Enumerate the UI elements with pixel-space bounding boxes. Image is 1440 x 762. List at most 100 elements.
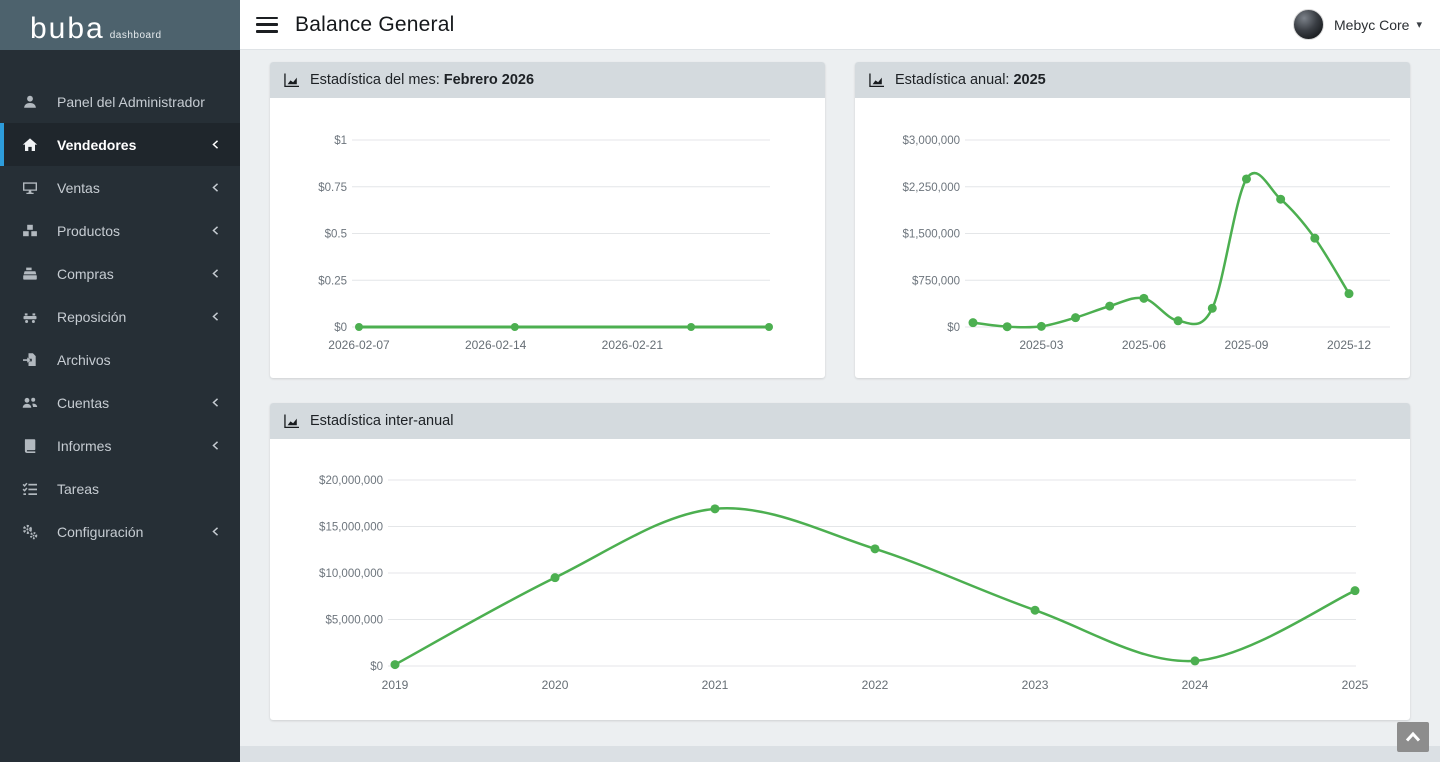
panel-month-header: Estadística del mes: Febrero 2026 bbox=[270, 62, 825, 98]
sidebar-item-compras[interactable]: Compras bbox=[0, 252, 240, 295]
svg-text:2024: 2024 bbox=[1182, 678, 1209, 692]
svg-text:$1: $1 bbox=[334, 135, 347, 147]
panel-title: Estadística anual: bbox=[895, 72, 1010, 88]
svg-text:$0.5: $0.5 bbox=[325, 229, 347, 241]
brand-tagline: dashboard bbox=[109, 30, 162, 41]
panel-title: Estadística del mes: bbox=[310, 72, 440, 88]
sidebar-item-ventas[interactable]: Ventas bbox=[0, 166, 240, 209]
svg-text:2025-12: 2025-12 bbox=[1327, 338, 1371, 352]
sidebar-item-archivos[interactable]: Archivos bbox=[0, 338, 240, 381]
sidebar-item-configuracion[interactable]: Configuración bbox=[0, 510, 240, 553]
svg-text:$15,000,000: $15,000,000 bbox=[319, 522, 383, 534]
cubes-icon bbox=[22, 223, 44, 239]
footer-bar bbox=[240, 746, 1440, 762]
sidebar-item-productos[interactable]: Productos bbox=[0, 209, 240, 252]
sidebar-item-label: Cuentas bbox=[57, 394, 110, 411]
svg-text:2025-06: 2025-06 bbox=[1122, 338, 1166, 352]
user-icon bbox=[22, 94, 44, 110]
home-icon bbox=[22, 137, 44, 153]
sidebar-item-label: Compras bbox=[57, 265, 114, 282]
chevron-left-icon bbox=[209, 310, 222, 323]
sidebar-item-label: Productos bbox=[57, 222, 121, 239]
panel-title-bold: 2025 bbox=[1013, 72, 1046, 88]
tasks-icon bbox=[22, 481, 44, 497]
avatar bbox=[1293, 9, 1324, 40]
chevron-left-icon bbox=[209, 525, 222, 538]
svg-text:$1,500,000: $1,500,000 bbox=[902, 229, 960, 241]
menu-toggle-icon[interactable] bbox=[256, 16, 278, 33]
sidebar-item-label: Tareas bbox=[57, 480, 100, 497]
sidebar-item-label: Panel del Administrador bbox=[57, 93, 205, 110]
user-name: Mebyc Core bbox=[1334, 16, 1410, 33]
sidebar-item-label: Configuración bbox=[57, 523, 144, 540]
svg-text:2022: 2022 bbox=[862, 678, 889, 692]
svg-text:$2,250,000: $2,250,000 bbox=[902, 182, 960, 194]
brand-logo[interactable]: buba dashboard bbox=[0, 0, 240, 50]
svg-text:$0.25: $0.25 bbox=[318, 275, 347, 287]
chart-month[interactable]: $1 $0.75 $0.5 $0.25 $0 2026-02-07 2026-02-14 20… bbox=[270, 98, 825, 378]
sidebar-item-label: Archivos bbox=[57, 351, 111, 368]
page-title: Balance General bbox=[295, 12, 455, 36]
sidebar-item-panel-del-administrador[interactable]: Panel del Administrador bbox=[0, 80, 240, 123]
svg-text:$10,000,000: $10,000,000 bbox=[319, 568, 383, 580]
chevron-left-icon bbox=[209, 267, 222, 280]
sidebar-item-vendedores[interactable]: Vendedores bbox=[0, 123, 240, 166]
chevron-left-icon bbox=[209, 439, 222, 452]
svg-text:$0: $0 bbox=[947, 322, 960, 334]
chart-area-icon bbox=[284, 73, 300, 88]
sidebar: buba dashboard Panel del Administrador Ve… bbox=[0, 0, 240, 762]
main-content: Estadística del mes: Febrero 2026 $1 $0.7… bbox=[240, 50, 1440, 746]
users-icon bbox=[22, 395, 44, 411]
panel-annual-stats: Estadística anual: 2025 $3,000,000 $2,250… bbox=[855, 62, 1410, 378]
cash-register-icon bbox=[22, 266, 44, 282]
sidebar-item-informes[interactable]: Informes bbox=[0, 424, 240, 467]
chevron-left-icon bbox=[209, 181, 222, 194]
user-menu[interactable]: Mebyc Core ▾ bbox=[1293, 9, 1422, 40]
sidebar-item-label: Reposición bbox=[57, 308, 127, 325]
chart-area-icon bbox=[869, 73, 885, 88]
svg-text:$750,000: $750,000 bbox=[912, 275, 960, 287]
sidebar-item-cuentas[interactable]: Cuentas bbox=[0, 381, 240, 424]
panel-annual-header: Estadística anual: 2025 bbox=[855, 62, 1410, 98]
svg-text:2021: 2021 bbox=[702, 678, 729, 692]
svg-text:$3,000,000: $3,000,000 bbox=[902, 135, 960, 147]
sidebar-item-label: Vendedores bbox=[57, 136, 137, 153]
topbar: Balance General Mebyc Core ▾ bbox=[240, 0, 1440, 50]
svg-text:2019: 2019 bbox=[382, 678, 409, 692]
panel-interannual-stats: Estadística inter-anual $20,000,000 $15,0… bbox=[270, 403, 1410, 720]
desktop-icon bbox=[22, 180, 44, 196]
svg-text:2025-03: 2025-03 bbox=[1019, 338, 1063, 352]
chevron-left-icon bbox=[209, 138, 222, 151]
chart-annual[interactable]: $3,000,000 $2,250,000 $1,500,000 $750,000 $0… bbox=[855, 98, 1410, 378]
chart-area-icon bbox=[284, 414, 300, 429]
svg-text:$0.75: $0.75 bbox=[318, 182, 347, 194]
sidebar-item-tareas[interactable]: Tareas bbox=[0, 467, 240, 510]
gears-icon bbox=[22, 524, 44, 540]
chevron-up-icon bbox=[1405, 731, 1421, 742]
chevron-left-icon bbox=[209, 396, 222, 409]
panel-title: Estadística inter-anual bbox=[310, 413, 454, 429]
brand-name: buba bbox=[30, 12, 105, 45]
caret-down-icon: ▾ bbox=[1416, 19, 1422, 31]
sidebar-menu: Panel del Administrador Vendedores Ventas P… bbox=[0, 50, 240, 553]
file-import-icon bbox=[22, 352, 44, 368]
svg-text:$5,000,000: $5,000,000 bbox=[325, 615, 383, 627]
scroll-to-top-button[interactable] bbox=[1397, 722, 1429, 752]
chevron-left-icon bbox=[209, 224, 222, 237]
sidebar-item-label: Informes bbox=[57, 437, 112, 454]
svg-text:2023: 2023 bbox=[1022, 678, 1049, 692]
panel-month-stats: Estadística del mes: Febrero 2026 $1 $0.7… bbox=[270, 62, 825, 378]
sidebar-item-reposicion[interactable]: Reposición bbox=[0, 295, 240, 338]
svg-text:2020: 2020 bbox=[542, 678, 569, 692]
svg-text:$0: $0 bbox=[370, 661, 383, 673]
svg-text:2026-02-07: 2026-02-07 bbox=[328, 338, 390, 352]
svg-text:$20,000,000: $20,000,000 bbox=[319, 475, 383, 487]
svg-text:2025: 2025 bbox=[1342, 678, 1369, 692]
panel-interannual-header: Estadística inter-anual bbox=[270, 403, 1410, 439]
svg-text:$0: $0 bbox=[334, 322, 347, 334]
chart-interannual[interactable]: $20,000,000 $15,000,000 $10,000,000 $5,000,… bbox=[270, 439, 1410, 720]
dolly-icon bbox=[22, 309, 44, 325]
svg-text:2026-02-14: 2026-02-14 bbox=[465, 338, 527, 352]
panel-title-bold: Febrero 2026 bbox=[443, 72, 535, 88]
svg-text:2025-09: 2025-09 bbox=[1224, 338, 1268, 352]
